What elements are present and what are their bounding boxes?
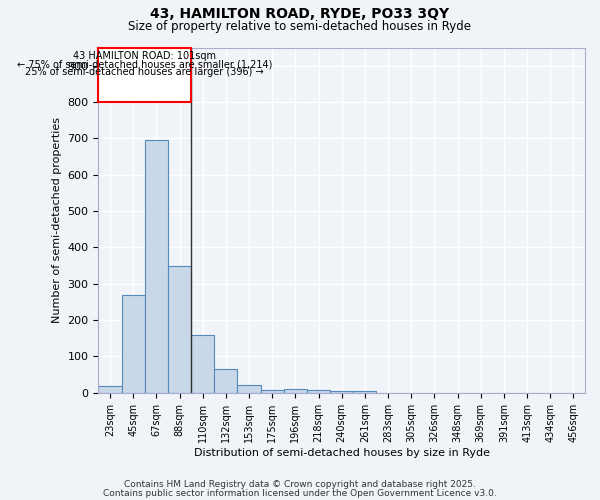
Bar: [260, 390, 284, 393]
Text: Contains public sector information licensed under the Open Government Licence v3: Contains public sector information licen…: [103, 488, 497, 498]
Bar: [330, 391, 353, 393]
FancyBboxPatch shape: [98, 48, 191, 102]
Text: Contains HM Land Registry data © Crown copyright and database right 2025.: Contains HM Land Registry data © Crown c…: [124, 480, 476, 489]
Bar: [238, 385, 260, 393]
Bar: [353, 392, 376, 393]
Bar: [214, 369, 238, 393]
Text: 43 HAMILTON ROAD: 101sqm: 43 HAMILTON ROAD: 101sqm: [73, 51, 216, 61]
Bar: [168, 266, 191, 393]
Y-axis label: Number of semi-detached properties: Number of semi-detached properties: [52, 117, 62, 323]
Bar: [284, 389, 307, 393]
Text: 25% of semi-detached houses are larger (396) →: 25% of semi-detached houses are larger (…: [25, 68, 264, 78]
Bar: [191, 336, 214, 393]
Bar: [145, 140, 168, 393]
X-axis label: Distribution of semi-detached houses by size in Ryde: Distribution of semi-detached houses by …: [194, 448, 490, 458]
Text: 43, HAMILTON ROAD, RYDE, PO33 3QY: 43, HAMILTON ROAD, RYDE, PO33 3QY: [151, 8, 449, 22]
Text: Size of property relative to semi-detached houses in Ryde: Size of property relative to semi-detach…: [128, 20, 472, 33]
Bar: [122, 294, 145, 393]
Bar: [98, 386, 122, 393]
Text: ← 75% of semi-detached houses are smaller (1,214): ← 75% of semi-detached houses are smalle…: [17, 60, 272, 70]
Bar: [307, 390, 330, 393]
